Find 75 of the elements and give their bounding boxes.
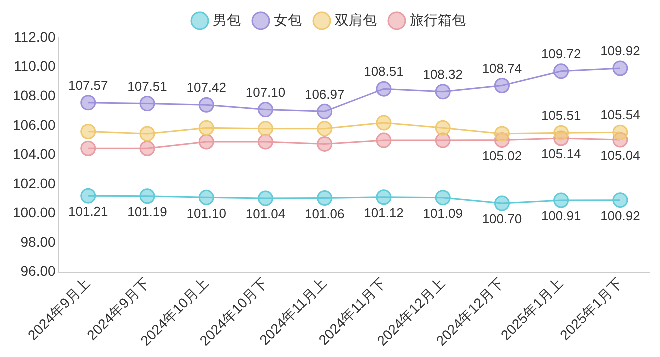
- y-tick-label: 96.00: [20, 263, 56, 280]
- point: [140, 140, 156, 156]
- data-label: 105.04: [600, 148, 640, 164]
- point: [376, 190, 392, 206]
- point: [80, 95, 96, 111]
- data-label: 107.51: [128, 78, 168, 94]
- point: [376, 132, 392, 148]
- y-tick-label: 98.00: [20, 234, 56, 250]
- data-label: 108.32: [423, 66, 463, 82]
- y-tick-label: 100.00: [12, 204, 56, 221]
- point: [554, 125, 570, 141]
- point: [198, 190, 214, 206]
- data-label: 101.10: [186, 206, 226, 221]
- data-label: 101.09: [423, 206, 463, 221]
- y-tick-label: 112.00: [14, 28, 56, 45]
- legend-label: 旅行箱包: [410, 12, 466, 28]
- point: [612, 192, 628, 208]
- data-label: 100.92: [600, 208, 640, 224]
- data-label: 101.04: [246, 206, 286, 222]
- data-label: 105.02: [482, 148, 522, 164]
- point: [317, 121, 333, 137]
- point: [317, 104, 333, 120]
- point: [198, 134, 214, 150]
- data-label: 107.10: [246, 84, 286, 100]
- y-tick-label: 110.00: [14, 58, 56, 74]
- point: [198, 97, 214, 113]
- point: [140, 96, 156, 112]
- point: [494, 78, 510, 94]
- data-label: 108.74: [482, 60, 522, 76]
- point: [494, 126, 510, 142]
- data-label: 105.14: [541, 146, 582, 162]
- legend-label: 男包: [213, 12, 241, 28]
- y-tick-label: 102.00: [12, 175, 56, 192]
- data-label: 101.12: [364, 205, 404, 220]
- y-tick-label: 108.00: [12, 87, 56, 104]
- data-label: 101.06: [304, 206, 345, 222]
- point: [435, 190, 451, 206]
- y-tick-label: 104.00: [12, 146, 56, 162]
- point: [258, 121, 274, 137]
- point: [612, 60, 628, 76]
- point: [80, 124, 96, 140]
- point: [258, 190, 274, 206]
- point: [376, 115, 392, 131]
- point: [554, 64, 570, 80]
- data-label: 107.42: [186, 80, 226, 96]
- point: [140, 126, 156, 142]
- legend-label: 女包: [274, 12, 302, 28]
- point: [317, 190, 333, 206]
- point: [80, 140, 96, 156]
- point: [435, 120, 451, 136]
- point: [258, 102, 274, 118]
- data-label: 105.54: [600, 108, 640, 123]
- data-label: 106.97: [304, 86, 345, 102]
- data-label: 100.70: [482, 212, 522, 227]
- data-label: 107.57: [68, 78, 108, 93]
- point: [494, 196, 510, 212]
- point: [198, 120, 214, 136]
- data-label: 108.51: [364, 64, 404, 80]
- data-label: 101.19: [128, 204, 168, 220]
- point: [317, 136, 333, 152]
- point: [376, 81, 392, 97]
- data-label: 109.72: [541, 46, 582, 62]
- data-label: 105.51: [541, 108, 582, 124]
- point: [554, 192, 570, 208]
- data-label: 100.91: [541, 208, 582, 224]
- data-label: 101.21: [68, 204, 108, 220]
- point: [258, 134, 274, 150]
- point: [435, 84, 451, 100]
- point: [140, 188, 156, 204]
- point: [80, 188, 96, 204]
- point: [612, 124, 628, 140]
- data-label: 109.92: [600, 44, 640, 59]
- point: [435, 132, 451, 148]
- y-tick-label: 106.00: [12, 116, 56, 133]
- legend-label: 双肩包: [335, 12, 377, 28]
